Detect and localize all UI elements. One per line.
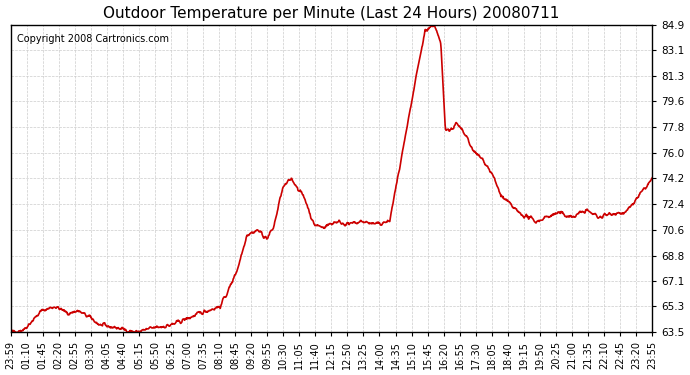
Title: Outdoor Temperature per Minute (Last 24 Hours) 20080711: Outdoor Temperature per Minute (Last 24 … <box>104 6 560 21</box>
Text: Copyright 2008 Cartronics.com: Copyright 2008 Cartronics.com <box>17 34 169 44</box>
